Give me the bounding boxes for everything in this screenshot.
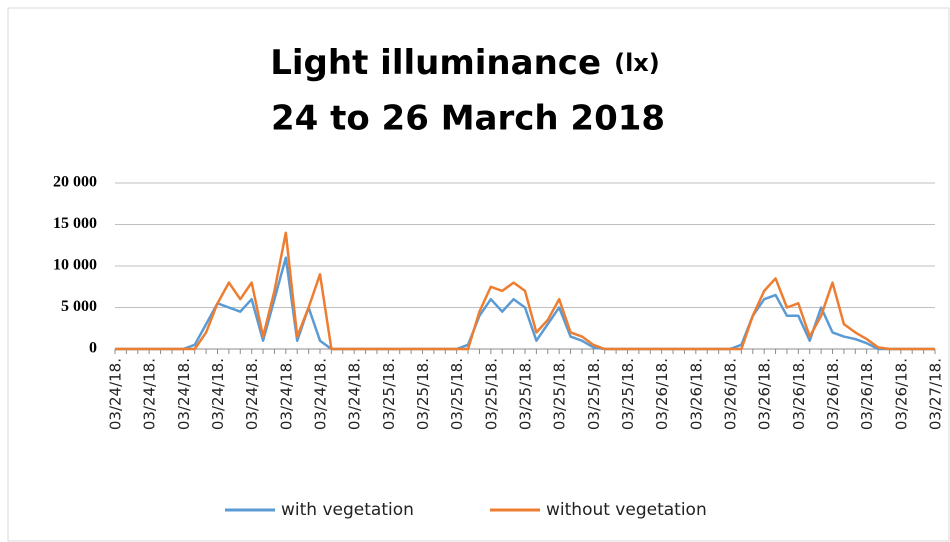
x-tick-label: 03/24/18. xyxy=(277,358,295,430)
chart-subtitle: 24 to 26 March 2018 xyxy=(271,99,665,139)
x-tick-label: 03/25/18. xyxy=(517,358,535,430)
x-tick-label: 03/24/18. xyxy=(107,358,125,430)
x-tick-label: 03/24/18. xyxy=(141,358,159,430)
x-tick-label: 03/26/18. xyxy=(756,358,774,430)
chart-frame xyxy=(7,7,950,542)
x-tick-label: 03/25/18. xyxy=(482,358,500,430)
x-tick-label: 03/26/18. xyxy=(892,358,910,430)
chart-title-line: Light illuminance (lx) xyxy=(270,43,660,83)
y-tick-label: 15 000 xyxy=(53,215,97,232)
x-tick-label: 03/24/18. xyxy=(243,358,261,430)
series-line xyxy=(115,231,935,351)
x-tick-label: 03/24/18. xyxy=(209,358,227,430)
y-tick-label: 5 000 xyxy=(61,298,97,315)
y-tick-label: 10 000 xyxy=(53,257,97,274)
x-tick-label: 03/27/18. xyxy=(927,358,945,430)
chart-title-unit: (lx) xyxy=(614,49,660,77)
y-tick-label: 0 xyxy=(89,340,97,357)
chart-title: Light illuminance xyxy=(270,43,601,83)
y-tick-label: 20 000 xyxy=(53,174,97,191)
x-tick-label: 03/26/18. xyxy=(687,358,705,430)
x-tick-label: 03/25/18. xyxy=(619,358,637,430)
x-tick-label: 03/26/18. xyxy=(858,358,876,430)
x-tick-label: 03/25/18. xyxy=(551,358,569,430)
x-tick-label: 03/26/18. xyxy=(824,358,842,430)
x-tick-label: 03/25/18. xyxy=(380,358,398,430)
x-tick-label: 03/24/18. xyxy=(346,358,364,430)
legend-label: without vegetation xyxy=(546,500,707,520)
x-tick-label: 03/26/18. xyxy=(653,358,671,430)
x-tick-label: 03/26/18. xyxy=(790,358,808,430)
x-tick-label: 03/26/18. xyxy=(722,358,740,430)
x-tick-label: 03/24/18. xyxy=(175,358,193,430)
x-tick-label: 03/25/18. xyxy=(448,358,466,430)
x-tick-label: 03/25/18. xyxy=(585,358,603,430)
x-tick-label: 03/25/18. xyxy=(414,358,432,430)
legend-label: with vegetation xyxy=(281,500,414,520)
x-tick-label: 03/24/18. xyxy=(312,358,330,430)
series-line xyxy=(115,256,935,351)
